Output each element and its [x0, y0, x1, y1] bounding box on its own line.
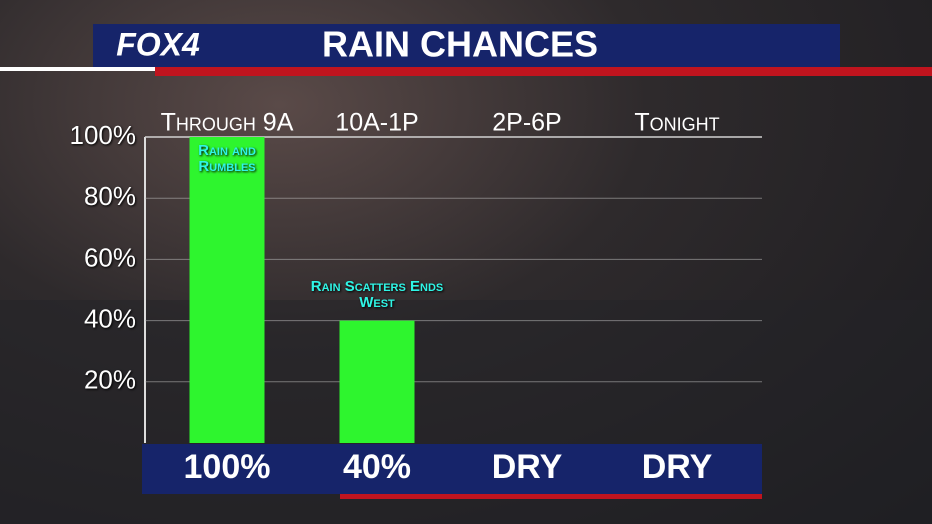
header-rule-white [0, 67, 155, 71]
header-rule-red [155, 67, 932, 76]
bar [339, 320, 415, 443]
y-tick-label: 60% [84, 242, 136, 272]
y-tick-label: 100% [70, 120, 137, 150]
y-tick-label: 20% [84, 365, 136, 395]
chart-title: RAIN CHANCES [322, 24, 598, 65]
value-band-rule [340, 494, 762, 499]
value-label: DRY [492, 448, 563, 486]
bar [189, 137, 265, 443]
value-label: 40% [343, 448, 411, 486]
x-tick-label: 10A-1P [335, 109, 418, 137]
y-tick-label: 40% [84, 303, 136, 333]
x-tick-label: 2P-6P [492, 109, 561, 137]
x-tick-label: Tonight [634, 109, 719, 137]
bar-note: Rain and Rumbles [198, 142, 256, 175]
value-label: DRY [642, 448, 713, 486]
header-bar [93, 24, 840, 67]
value-label: 100% [184, 448, 271, 486]
y-tick-label: 80% [84, 181, 136, 211]
bar-note: Rain Scatters Ends West [310, 277, 444, 311]
x-tick-label: Through 9A [161, 109, 294, 137]
value-band [142, 444, 762, 494]
logo: FOX4 [116, 26, 200, 62]
